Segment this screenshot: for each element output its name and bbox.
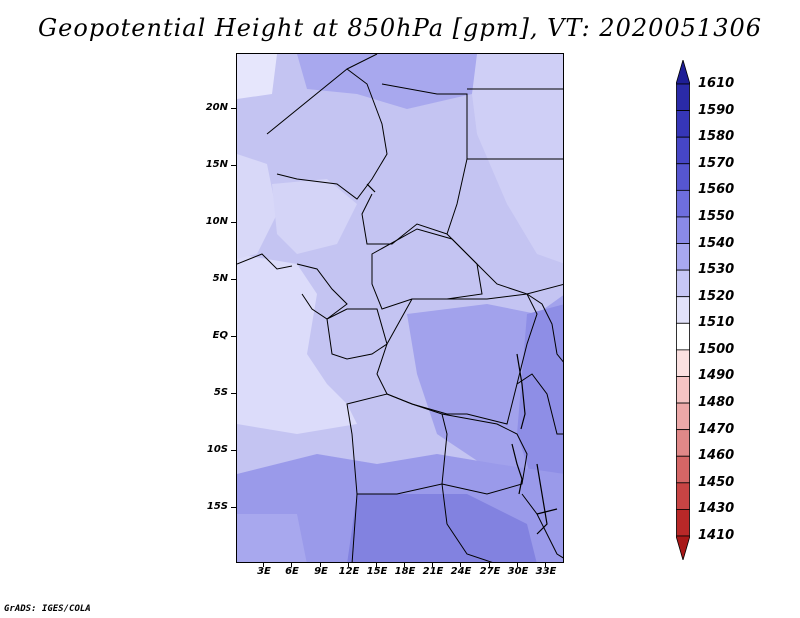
field-1540-north bbox=[297, 54, 477, 109]
lon-tick bbox=[263, 563, 264, 567]
colorbar-level-label: 1540 bbox=[698, 235, 735, 251]
colorbar-segment bbox=[676, 110, 690, 138]
lat-tick bbox=[231, 108, 236, 109]
colorbar-level-label: 1580 bbox=[698, 129, 735, 145]
colorbar-level-label: 1510 bbox=[698, 315, 735, 331]
colorbar-level-label: 1550 bbox=[698, 208, 735, 224]
grads-credit: GrADS: IGES/COLA bbox=[4, 604, 91, 614]
colorbar-segment bbox=[676, 322, 690, 351]
colorbar-segment bbox=[676, 376, 690, 404]
lon-label: 30E bbox=[507, 566, 529, 577]
colorbar-segment bbox=[676, 429, 690, 457]
lon-tick bbox=[348, 563, 349, 567]
lon-tick bbox=[460, 563, 461, 567]
lat-tick bbox=[231, 393, 236, 394]
lat-tick bbox=[231, 279, 236, 280]
colorbar-level-label: 1530 bbox=[698, 262, 735, 278]
colorbar-level-label: 1610 bbox=[698, 76, 735, 91]
field-1540-southwest bbox=[237, 514, 307, 562]
lon-tick bbox=[545, 563, 546, 567]
lat-tick bbox=[231, 336, 236, 337]
lat-label: 10S bbox=[206, 444, 228, 455]
colorbar-segment bbox=[676, 163, 690, 191]
country-borders bbox=[237, 54, 563, 562]
map-panel bbox=[236, 53, 564, 563]
lon-label: 6E bbox=[285, 566, 299, 577]
colorbar-segment bbox=[676, 83, 690, 111]
lon-tick bbox=[376, 563, 377, 567]
lon-label: 33E bbox=[535, 566, 557, 577]
colorbar-bottom-arrow bbox=[676, 535, 690, 560]
lon-label: 3E bbox=[257, 566, 271, 577]
colorbar-level-label: 1450 bbox=[698, 474, 735, 490]
lon-tick bbox=[320, 563, 321, 567]
colorbar-segment bbox=[676, 509, 690, 537]
field-1520-northwest bbox=[237, 54, 277, 99]
colorbar-segments bbox=[676, 60, 690, 560]
lon-label: 12E bbox=[338, 566, 360, 577]
lon-tick bbox=[489, 563, 490, 567]
lat-label: 20N bbox=[205, 102, 228, 113]
field-1520-nigeria bbox=[272, 179, 357, 254]
colorbar-level-label: 1570 bbox=[698, 155, 735, 171]
lat-label: 5N bbox=[212, 273, 228, 284]
colorbar-level-label: 1520 bbox=[698, 288, 735, 304]
colorbar-segment bbox=[676, 269, 690, 298]
colorbar-segment bbox=[676, 296, 690, 324]
lon-tick bbox=[404, 563, 405, 567]
lat-tick bbox=[231, 222, 236, 223]
lat-label: 15N bbox=[205, 159, 228, 170]
lat-tick bbox=[231, 507, 236, 508]
map-title: Geopotential Height at 850hPa [gpm], VT:… bbox=[38, 14, 762, 42]
lon-label: 27E bbox=[479, 566, 501, 577]
colorbar-segment bbox=[676, 482, 690, 510]
colorbar-level-label: 1480 bbox=[698, 395, 735, 411]
colorbar-segment bbox=[676, 455, 690, 484]
lon-tick bbox=[517, 563, 518, 567]
lakes bbox=[366, 183, 558, 535]
colorbar-level-label: 1470 bbox=[698, 421, 735, 437]
lon-label: 15E bbox=[366, 566, 388, 577]
colorbar-segment bbox=[676, 402, 690, 431]
colorbar bbox=[676, 60, 690, 560]
lon-label: 9E bbox=[314, 566, 328, 577]
colorbar-top-arrow bbox=[676, 60, 690, 85]
colorbar-level-label: 1590 bbox=[698, 102, 735, 118]
lon-label: 21E bbox=[422, 566, 444, 577]
lon-label: 24E bbox=[450, 566, 472, 577]
colorbar-segment bbox=[676, 243, 690, 271]
field-1550-east bbox=[517, 304, 563, 522]
colorbar-segment bbox=[676, 136, 690, 165]
lat-tick bbox=[231, 165, 236, 166]
geopotential-map bbox=[237, 54, 563, 562]
lat-label: 5S bbox=[213, 387, 228, 398]
colorbar-level-label: 1430 bbox=[698, 501, 735, 517]
lon-label: 18E bbox=[394, 566, 416, 577]
field-1520-westcoast bbox=[237, 154, 277, 259]
colorbar-level-label: 1560 bbox=[698, 182, 735, 198]
colorbar-level-label: 1490 bbox=[698, 368, 735, 384]
lat-label: EQ bbox=[212, 330, 228, 341]
lat-tick bbox=[231, 450, 236, 451]
lon-tick bbox=[432, 563, 433, 567]
colorbar-segment bbox=[676, 216, 690, 244]
lat-label: 15S bbox=[206, 501, 228, 512]
colorbar-level-label: 1500 bbox=[698, 341, 735, 357]
lon-tick bbox=[291, 563, 292, 567]
colorbar-segment bbox=[676, 349, 690, 377]
lat-label: 10N bbox=[205, 216, 228, 227]
field-1520-west bbox=[237, 254, 357, 434]
field-1550-south bbox=[347, 494, 537, 562]
colorbar-level-label: 1460 bbox=[698, 448, 735, 464]
colorbar-level-label: 1410 bbox=[698, 528, 735, 543]
colorbar-segment bbox=[676, 189, 690, 218]
